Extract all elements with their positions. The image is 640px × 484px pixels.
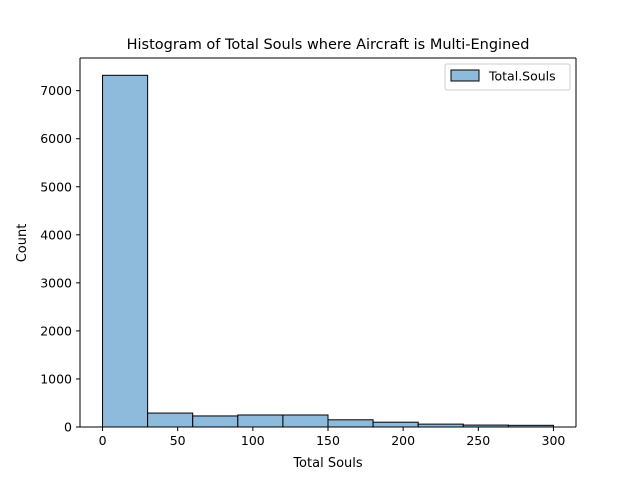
histogram-bar (192, 415, 239, 428)
x-tick-label: 0 (99, 433, 107, 448)
histogram-bar (327, 419, 374, 428)
y-tick-label: 7000 (40, 83, 72, 98)
histogram-bar (237, 414, 284, 428)
y-tick-label: 5000 (40, 179, 72, 194)
axes-layer: 0 50 100 150 200 250 3000100020003000400050006… (40, 57, 577, 448)
x-tick-label: 50 (170, 433, 186, 448)
y-tick-label: 6000 (40, 131, 72, 146)
histogram-bar (282, 414, 329, 428)
legend-swatch (450, 69, 480, 82)
legend-label: Total.Souls (488, 69, 556, 84)
x-tick-label: 100 (241, 433, 265, 448)
y-tick-label: 3000 (40, 275, 72, 290)
x-tick-label: 200 (391, 433, 415, 448)
x-tick-label: 300 (542, 433, 566, 448)
y-tick-label: 4000 (40, 227, 72, 242)
x-axis-label: Total Souls (292, 456, 363, 471)
y-tick-label: 2000 (40, 323, 72, 338)
histogram-bar (372, 421, 419, 428)
y-tick-label: 0 (64, 420, 72, 435)
y-axis-label: Count (15, 224, 30, 263)
x-tick-label: 150 (316, 433, 340, 448)
histogram-bar (147, 412, 194, 428)
legend: Total.Souls (444, 63, 571, 91)
chart-title: Histogram of Total Souls where Aircraft … (127, 37, 530, 53)
histogram-bar (102, 74, 149, 428)
y-tick-label: 1000 (40, 371, 72, 386)
x-tick-label: 250 (466, 433, 490, 448)
